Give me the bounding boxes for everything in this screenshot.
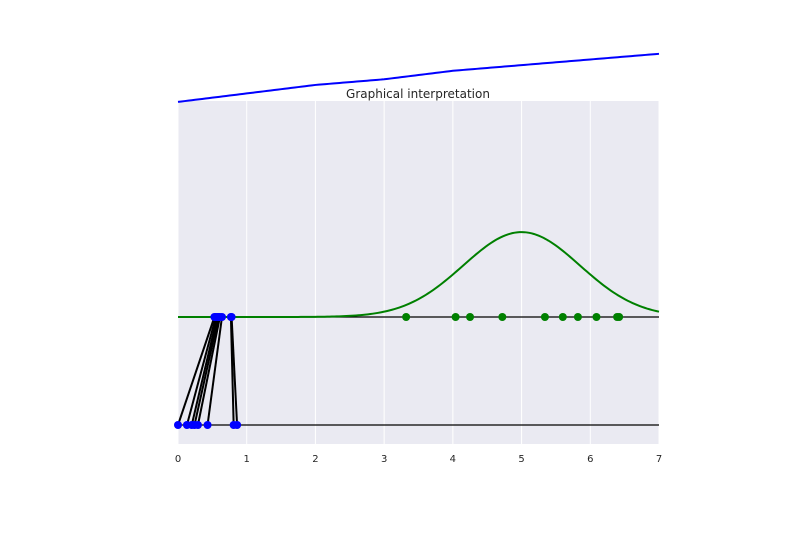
green-point: [540, 313, 549, 321]
plot-background: [178, 101, 659, 444]
grid-lines: [177, 101, 660, 444]
x-tick-label: 2: [312, 454, 318, 465]
green-point: [498, 313, 507, 321]
x-tick-label: 0: [175, 454, 181, 465]
x-tick-label: 5: [518, 454, 524, 465]
green-point: [592, 313, 601, 321]
connector-lines: [177, 316, 239, 426]
x-tick-label: 4: [450, 454, 456, 465]
green-point: [402, 313, 411, 321]
green-gaussian-curve: [178, 231, 660, 318]
blue-point-bottom: [193, 421, 202, 429]
connector-line: [193, 316, 220, 426]
blue-curve: [177, 52, 660, 103]
blue-points-bottom: [174, 421, 242, 429]
blue-point-bottom: [174, 421, 182, 429]
connector-line: [185, 316, 217, 426]
connector-line: [230, 316, 239, 426]
green-points: [402, 313, 624, 321]
blue-point-bottom: [233, 421, 242, 429]
green-point: [573, 313, 582, 321]
connector-line: [196, 316, 221, 426]
green-point: [466, 313, 475, 321]
x-tick-label: 3: [381, 454, 387, 465]
connector-line: [229, 316, 235, 426]
x-tick-label: 7: [656, 454, 662, 465]
x-tick-labels: 0 1 2 3 4 5 6 7: [175, 454, 662, 465]
x-tick-label: 6: [587, 454, 593, 465]
blue-point-top: [217, 313, 226, 321]
green-point: [615, 313, 624, 321]
blue-point-top: [227, 313, 236, 321]
blue-points-top: [210, 313, 236, 321]
blue-point-bottom: [203, 421, 212, 429]
green-point: [558, 313, 567, 321]
green-point: [451, 313, 460, 321]
chart-title: Graphical interpretation: [346, 87, 490, 101]
connector-line: [206, 316, 223, 426]
connector-line: [177, 316, 216, 426]
x-tick-label: 1: [244, 454, 250, 465]
connector-line: [190, 316, 219, 426]
